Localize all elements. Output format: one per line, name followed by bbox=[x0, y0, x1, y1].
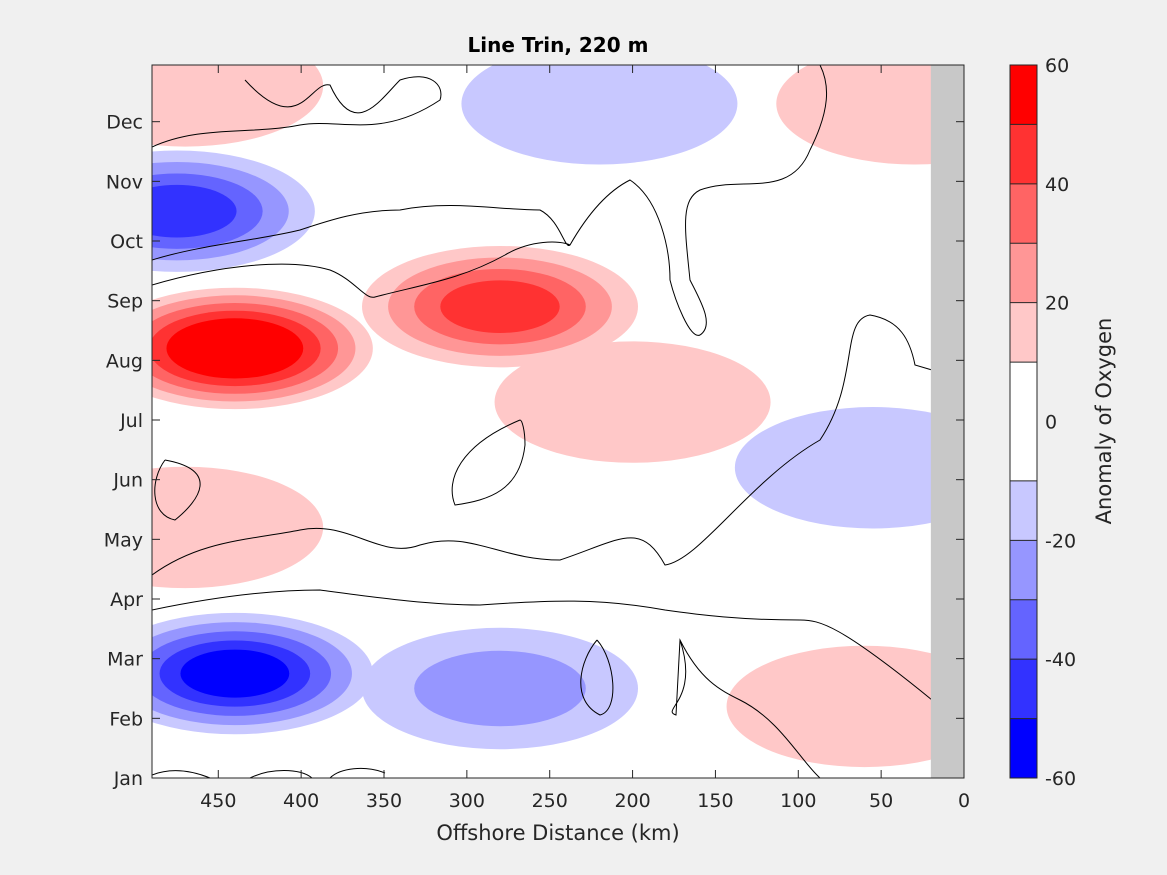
anomaly-negative-3 bbox=[461, 65, 738, 165]
colorbar-swatch bbox=[1010, 362, 1037, 481]
colorbar-swatch bbox=[1010, 124, 1037, 184]
anomaly-band bbox=[152, 65, 324, 147]
zero-contour-lines bbox=[152, 65, 933, 778]
anomaly-positive-10 bbox=[726, 645, 964, 768]
y-tick-label: Feb bbox=[109, 708, 143, 730]
anomaly-band bbox=[440, 280, 560, 333]
colorbar-swatch bbox=[1010, 599, 1037, 660]
colorbar-frame bbox=[1009, 64, 1038, 779]
x-tick-label: 0 bbox=[958, 790, 970, 812]
x-tick-label: 50 bbox=[869, 790, 893, 812]
colorbar: 60 40 20 0 -20 -40 -60 Anomaly of Oxygen bbox=[1009, 55, 1116, 790]
y-tick-label: Apr bbox=[110, 589, 143, 611]
anomaly-band bbox=[152, 184, 237, 238]
y-tick-label: Aug bbox=[106, 350, 143, 372]
y-tick-label: Mar bbox=[107, 649, 143, 671]
anomaly-band bbox=[494, 341, 771, 463]
y-tick-label: Jan bbox=[113, 768, 143, 790]
x-axis-label: Offshore Distance (km) bbox=[436, 821, 679, 845]
x-tick-label: 400 bbox=[283, 790, 319, 812]
colorbar-tick-label: 0 bbox=[1045, 412, 1057, 434]
anomaly-negative-4 bbox=[734, 407, 964, 529]
y-tick-label: Nov bbox=[106, 171, 143, 193]
y-tick-label: Jun bbox=[112, 470, 143, 492]
colorbar-swatches bbox=[1010, 64, 1037, 779]
anomaly-band bbox=[461, 65, 738, 165]
colorbar-swatch bbox=[1010, 480, 1037, 541]
colorbar-swatch bbox=[1010, 183, 1037, 244]
anomaly-positive-11 bbox=[776, 65, 964, 165]
colorbar-ticks: 60 40 20 0 -20 -40 -60 bbox=[1045, 55, 1076, 790]
anomaly-positive-7 bbox=[494, 341, 771, 463]
x-tick-label: 150 bbox=[697, 790, 733, 812]
colorbar-tick-label: 20 bbox=[1045, 293, 1069, 315]
x-tick-label: 350 bbox=[366, 790, 402, 812]
x-tick-label: 450 bbox=[200, 790, 236, 812]
anomaly-field bbox=[152, 65, 964, 768]
colorbar-swatch bbox=[1010, 243, 1037, 303]
y-tick-label: Jul bbox=[119, 410, 143, 432]
anomaly-negative-1 bbox=[152, 150, 315, 272]
colorbar-swatch bbox=[1010, 302, 1037, 363]
anomaly-band bbox=[734, 407, 964, 529]
anomaly-negative-2 bbox=[362, 627, 638, 750]
colorbar-swatch bbox=[1010, 65, 1037, 125]
colorbar-swatch bbox=[1010, 718, 1037, 778]
y-tick-label: Dec bbox=[106, 112, 143, 134]
colorbar-tick-label: 40 bbox=[1045, 174, 1069, 196]
anomaly-positive-8 bbox=[152, 466, 324, 589]
anomaly-positive-6 bbox=[362, 245, 638, 368]
y-tick-label: Oct bbox=[110, 231, 143, 253]
colorbar-tick-label: 60 bbox=[1045, 55, 1069, 77]
anomaly-band bbox=[776, 65, 964, 165]
colorbar-tick-label: -60 bbox=[1045, 768, 1076, 790]
y-tick-label: May bbox=[104, 529, 143, 551]
x-tick-label: 100 bbox=[780, 790, 816, 812]
plot-area: 450 400 350 300 250 200 150 100 50 0 Jan Feb Mar Apr… bbox=[104, 64, 970, 812]
x-tick-label: 300 bbox=[449, 790, 485, 812]
anomaly-band bbox=[183, 326, 286, 371]
y-axis: Jan Feb Mar Apr May Jun Jul Aug Sep Oct Nov Dec bbox=[104, 112, 964, 790]
anomaly-band bbox=[180, 649, 290, 698]
anomaly-band bbox=[414, 650, 586, 727]
y-tick-label: Sep bbox=[107, 291, 143, 313]
colorbar-swatch bbox=[1010, 659, 1037, 719]
colorbar-swatch bbox=[1010, 540, 1037, 600]
x-tick-label: 200 bbox=[614, 790, 650, 812]
chart-title: Line Trin, 220 m bbox=[468, 33, 649, 57]
anomaly-positive-5 bbox=[152, 287, 373, 410]
no-data-region bbox=[930, 65, 964, 778]
anomaly-negative-0 bbox=[152, 612, 373, 735]
anomaly-positive-9 bbox=[152, 65, 324, 147]
colorbar-label: Anomaly of Oxygen bbox=[1092, 318, 1116, 525]
x-axis: 450 400 350 300 250 200 150 100 50 0 bbox=[200, 65, 970, 812]
anomaly-band bbox=[152, 466, 324, 589]
x-tick-label: 250 bbox=[532, 790, 568, 812]
colorbar-tick-label: -20 bbox=[1045, 530, 1076, 552]
anomaly-band bbox=[726, 645, 964, 768]
plot-frame bbox=[151, 64, 965, 779]
colorbar-tick-label: -40 bbox=[1045, 649, 1076, 671]
